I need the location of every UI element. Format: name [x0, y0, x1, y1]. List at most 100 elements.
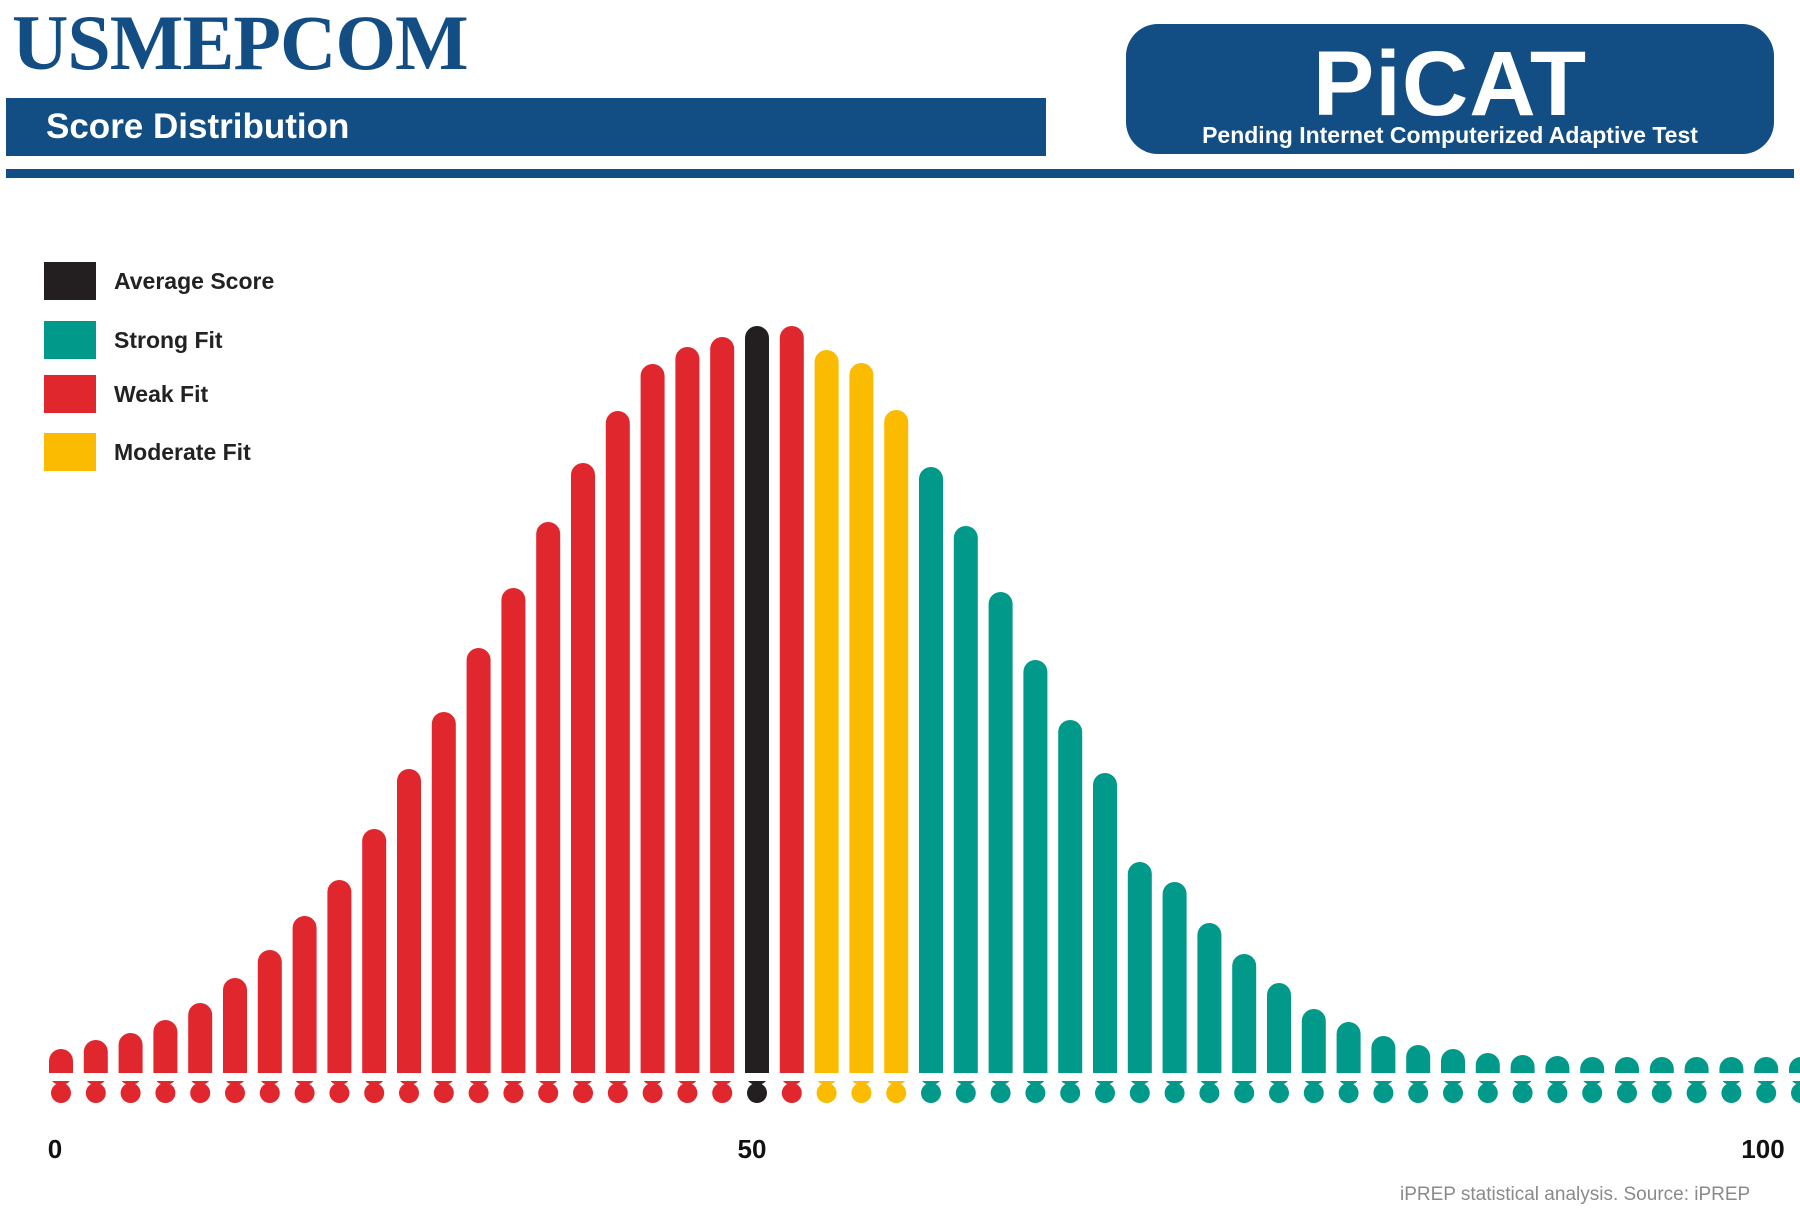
bar-4: [188, 1003, 213, 1085]
dot-1: [85, 1083, 106, 1103]
bar-16: [605, 411, 630, 1085]
legend-label-moderate: Moderate Fit: [114, 439, 251, 465]
dot-46: [1651, 1083, 1672, 1103]
bar-31: [1127, 862, 1152, 1085]
dot-41: [1477, 1083, 1498, 1103]
dot-39: [1408, 1083, 1429, 1103]
dot-4: [190, 1083, 211, 1103]
dot-18: [677, 1083, 698, 1103]
subtitle-banner: Score Distribution: [6, 98, 1046, 156]
dot-11: [433, 1083, 454, 1103]
legend-item-strong: Strong Fit: [44, 321, 364, 359]
bar-36: [1301, 1009, 1326, 1085]
dot-6: [259, 1083, 280, 1103]
dot-42: [1512, 1083, 1533, 1103]
bar-15: [571, 463, 595, 1085]
dot-47: [1686, 1083, 1707, 1103]
bar-9: [362, 829, 387, 1085]
legend-swatch-strong: [44, 321, 96, 359]
dot-48: [1721, 1083, 1742, 1103]
x-tick-label-0: 0: [48, 1134, 62, 1164]
bar-27: [988, 592, 1013, 1085]
dot-13: [503, 1083, 524, 1103]
bar-10: [397, 769, 421, 1085]
dot-31: [1129, 1083, 1150, 1103]
source-note: iPREP statistical analysis. Source: iPRE…: [1400, 1184, 1751, 1205]
legend-item-moderate: Moderate Fit: [44, 433, 364, 471]
header-divider: [6, 169, 1794, 178]
bar-25: [919, 467, 943, 1085]
bar-24: [884, 410, 909, 1085]
bar-33: [1197, 923, 1222, 1085]
baseline-mask: [0, 1073, 1800, 1081]
chart-bars: [0, 326, 1800, 1085]
dot-28: [1025, 1083, 1046, 1103]
dot-12: [468, 1083, 489, 1103]
dot-16: [607, 1083, 628, 1103]
chart-dots: [51, 1083, 1800, 1103]
badge-title: PiCAT: [1312, 33, 1588, 135]
dot-20: [747, 1083, 767, 1103]
bar-26: [953, 526, 978, 1085]
bar-8: [327, 880, 352, 1085]
badge-subtitle: Pending Internet Computerized Adaptive T…: [1202, 122, 1698, 148]
legend-swatch-weak: [44, 375, 96, 413]
dot-8: [329, 1083, 350, 1103]
dot-32: [1164, 1083, 1185, 1103]
bar-17: [640, 364, 665, 1085]
dot-15: [573, 1083, 593, 1103]
bar-14: [536, 522, 561, 1085]
bar-35: [1267, 983, 1291, 1085]
dot-33: [1199, 1083, 1220, 1103]
bar-3: [153, 1020, 178, 1085]
dot-3: [155, 1083, 176, 1103]
dot-29: [1060, 1083, 1081, 1103]
bar-23: [849, 363, 874, 1085]
legend-label-strong: Strong Fit: [114, 327, 223, 353]
dot-23: [851, 1083, 872, 1103]
legend-swatch-moderate: [44, 433, 96, 471]
dot-17: [642, 1083, 663, 1103]
dot-45: [1617, 1083, 1637, 1103]
bar-11: [431, 712, 456, 1085]
legend-label-average: Average Score: [114, 268, 275, 294]
dot-22: [816, 1083, 837, 1103]
brand-wordmark: USMEPCOM: [12, 0, 469, 86]
dot-38: [1373, 1083, 1394, 1103]
x-tick-label-100: 100: [1741, 1134, 1784, 1164]
bar-29: [1058, 720, 1083, 1085]
dot-10: [399, 1083, 419, 1103]
dot-7: [294, 1083, 315, 1103]
bar-20: [745, 326, 769, 1085]
dot-44: [1582, 1083, 1603, 1103]
bar-5: [223, 978, 247, 1085]
legend-item-weak: Weak Fit: [44, 375, 364, 413]
dot-35: [1269, 1083, 1289, 1103]
dot-34: [1234, 1083, 1255, 1103]
dot-40: [1443, 1083, 1463, 1103]
dot-30: [1095, 1083, 1115, 1103]
dot-26: [955, 1083, 976, 1103]
dot-0: [51, 1083, 71, 1103]
x-tick-label-50: 50: [738, 1134, 767, 1164]
bar-32: [1162, 882, 1187, 1085]
picat-badge: PiCAT Pending Internet Computerized Adap…: [1126, 24, 1774, 154]
dot-37: [1338, 1083, 1359, 1103]
legend-label-weak: Weak Fit: [114, 381, 209, 407]
bar-6: [257, 950, 282, 1085]
dot-14: [538, 1083, 559, 1103]
legend-item-average: Average Score: [44, 262, 364, 300]
dot-43: [1547, 1083, 1568, 1103]
dot-25: [921, 1083, 941, 1103]
bar-38: [1371, 1036, 1396, 1085]
bar-21: [779, 326, 804, 1085]
bar-7: [292, 916, 317, 1085]
bar-13: [501, 588, 526, 1085]
bar-18: [675, 347, 700, 1085]
dot-27: [990, 1083, 1011, 1103]
legend-swatch-average: [44, 262, 96, 300]
page-subtitle: Score Distribution: [46, 107, 350, 146]
dot-2: [120, 1083, 141, 1103]
dot-9: [364, 1083, 385, 1103]
